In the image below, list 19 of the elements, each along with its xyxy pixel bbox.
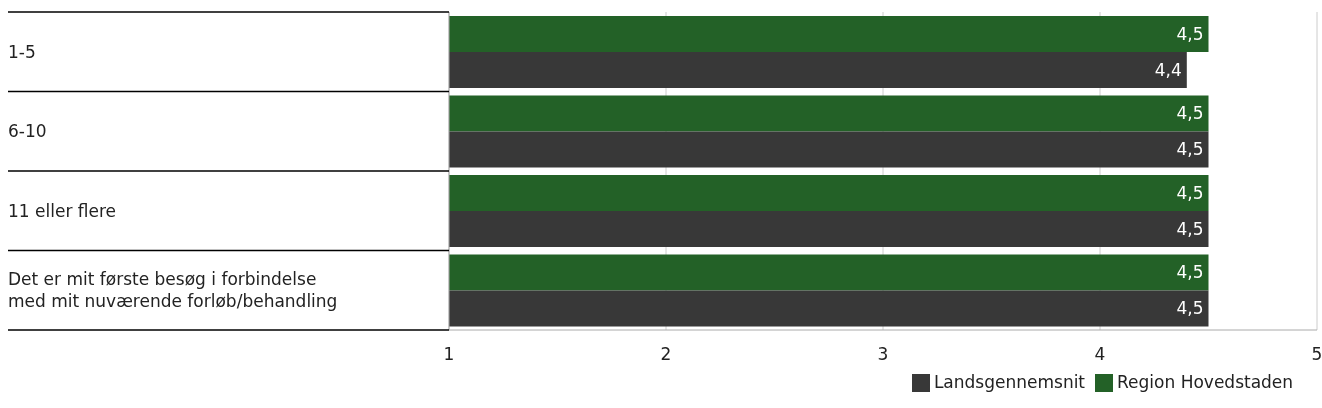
- y-tick-label: 11 eller flere: [8, 200, 117, 221]
- legend-label: Landsgennemsnit: [933, 372, 1086, 392]
- x-tick-label: 2: [660, 344, 672, 365]
- data-label: 4,4: [1154, 59, 1182, 80]
- data-label: 4,5: [1176, 182, 1204, 203]
- legend-label: Region Hovedstaden: [1117, 372, 1294, 392]
- x-tick-label: 4: [1094, 344, 1106, 365]
- data-label: 4,5: [1176, 298, 1204, 319]
- data-label: 4,5: [1176, 262, 1204, 283]
- x-tick-label: 3: [877, 344, 889, 365]
- data-label: 4,5: [1176, 23, 1204, 44]
- y-tick-label: Det er mit første besøg i forbindelse med mit nuværende forløb/behandling: [8, 269, 338, 312]
- x-tick-label: 1: [443, 344, 455, 365]
- x-tick-label: 5: [1311, 344, 1322, 365]
- data-label: 4,5: [1176, 218, 1204, 239]
- y-tick-label: 6-10: [8, 121, 47, 142]
- y-tick-label: 1-5: [8, 41, 36, 62]
- data-label: 4,5: [1176, 139, 1204, 160]
- data-label: 4,5: [1176, 103, 1204, 124]
